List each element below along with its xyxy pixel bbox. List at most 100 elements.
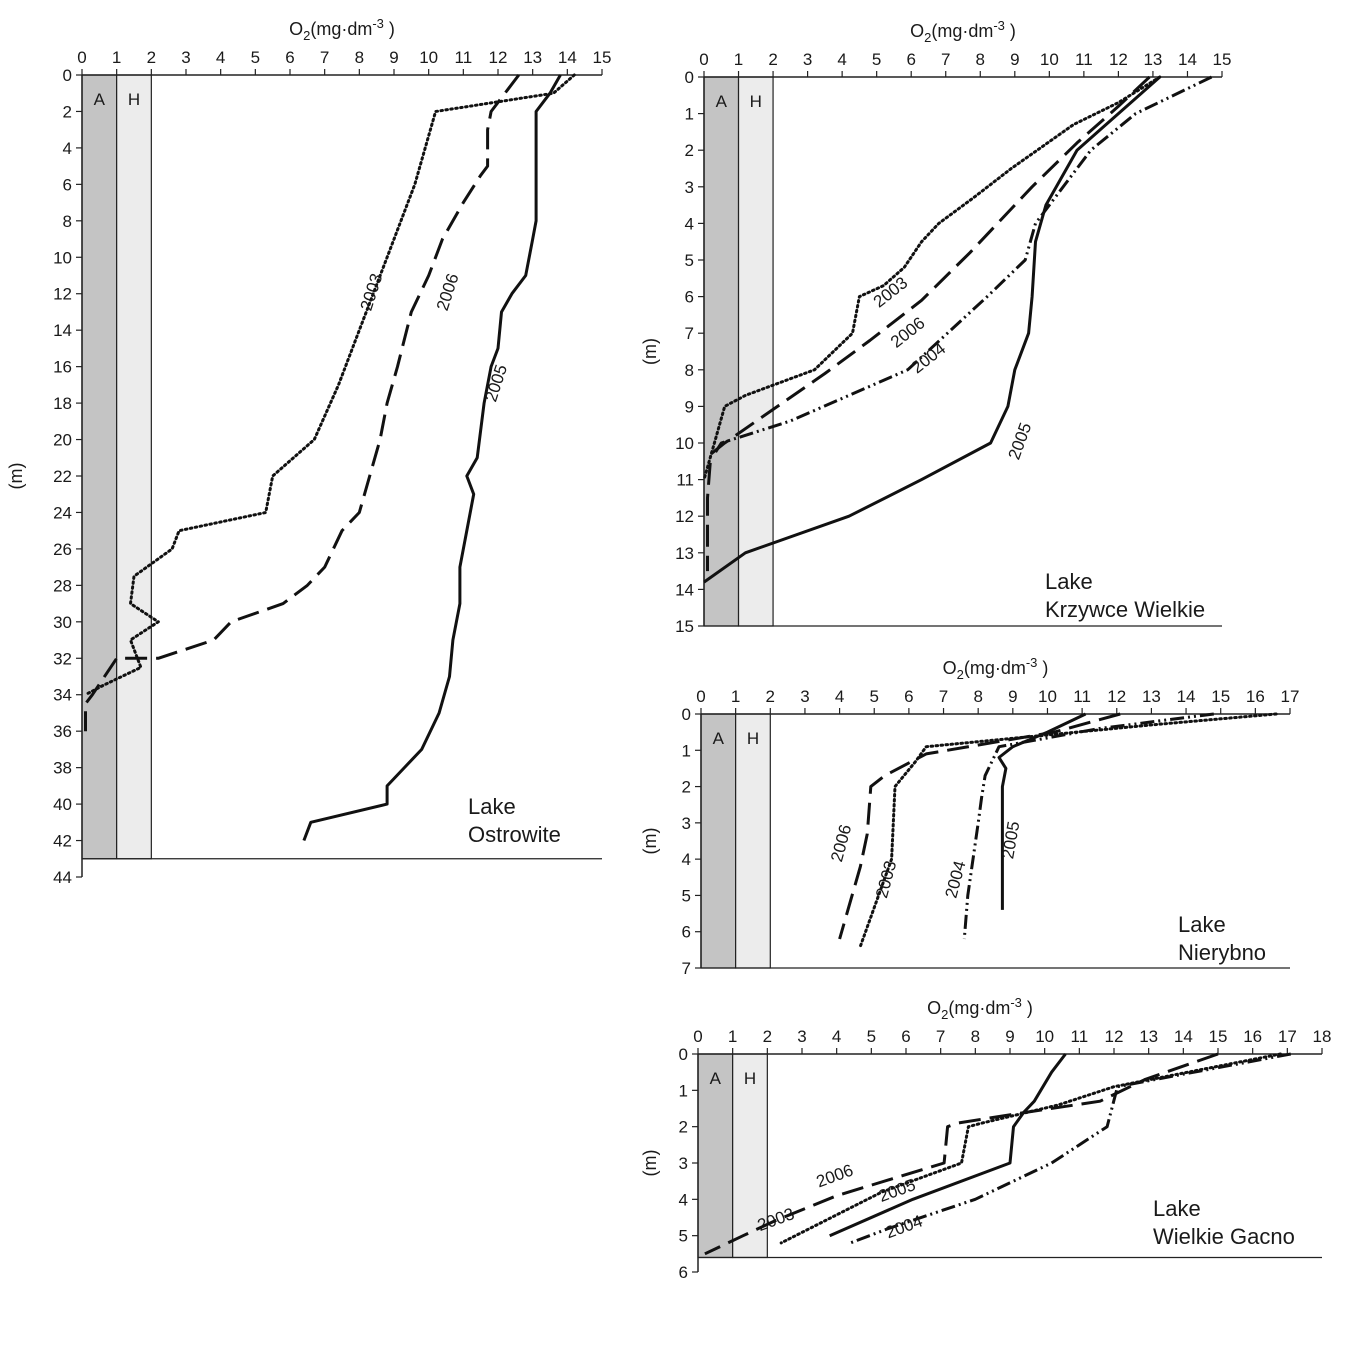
- zone-label-h: H: [747, 729, 759, 748]
- lake-title-line: Lake: [1178, 912, 1226, 937]
- x-tick-label: 5: [867, 1027, 876, 1046]
- x-tick-label: 9: [1005, 1027, 1014, 1046]
- x-tick-label: 0: [77, 48, 86, 67]
- x-tick-label: 3: [181, 48, 190, 67]
- x-tick-label: 2: [763, 1027, 772, 1046]
- series-label-2006: 2006: [814, 1161, 856, 1192]
- zone-h: [735, 713, 771, 969]
- x-tick-label: 15: [1211, 687, 1230, 706]
- y-tick-label: 4: [682, 850, 691, 869]
- series-2003: [702, 75, 1162, 482]
- zone-a: [81, 74, 118, 860]
- zone-label-h: H: [750, 92, 762, 111]
- x-tick-label: 11: [1073, 687, 1091, 706]
- x-tick-label: 14: [1178, 50, 1197, 69]
- y-axis-label: (m): [640, 338, 660, 365]
- y-axis-label: (m): [640, 828, 660, 855]
- y-tick-label: 7: [682, 959, 691, 978]
- x-tick-label: 12: [1105, 1027, 1124, 1046]
- x-tick-label: 5: [251, 48, 260, 67]
- x-tick-label: 2: [147, 48, 156, 67]
- x-tick-label: 1: [112, 48, 121, 67]
- series-label-2005: 2005: [1005, 420, 1036, 462]
- x-tick-label: 15: [1213, 50, 1232, 69]
- y-tick-label: 14: [53, 321, 72, 340]
- zone-a: [703, 76, 740, 627]
- y-tick-label: 30: [53, 613, 72, 632]
- y-tick-label: 5: [685, 251, 694, 270]
- y-tick-label: 3: [679, 1154, 688, 1173]
- x-tick-label: 6: [906, 50, 915, 69]
- x-tick-label: 3: [797, 1027, 806, 1046]
- y-tick-label: 13: [675, 544, 694, 563]
- lake-title-line: Krzywce Wielkie: [1045, 597, 1205, 622]
- y-tick-label: 1: [679, 1081, 688, 1100]
- series-label-2003: 2003: [872, 859, 900, 900]
- zone-h: [737, 76, 774, 627]
- x-tick-label: 4: [832, 1027, 841, 1046]
- x-tick-label: 2: [766, 687, 775, 706]
- y-axis-label: (m): [640, 1150, 660, 1177]
- lake-title-line: Ostrowite: [468, 822, 561, 847]
- y-tick-label: 0: [685, 68, 694, 87]
- x-tick-label: 16: [1243, 1027, 1262, 1046]
- x-tick-label: 11: [1071, 1027, 1089, 1046]
- x-tick-label: 12: [1109, 50, 1128, 69]
- x-tick-label: 12: [489, 48, 508, 67]
- x-tick-label: 17: [1278, 1027, 1297, 1046]
- series-2005: [703, 75, 1161, 584]
- x-tick-label: 10: [1038, 687, 1057, 706]
- y-tick-label: 2: [679, 1118, 688, 1137]
- x-tick-label: 11: [455, 48, 473, 67]
- x-tick-label: 0: [696, 687, 705, 706]
- lake-title-line: Wielkie Gacno: [1153, 1224, 1295, 1249]
- series-2005: [997, 712, 1087, 910]
- series-label-2004: 2004: [908, 339, 950, 377]
- zone-label-a: A: [710, 1069, 722, 1088]
- y-tick-label: 12: [53, 285, 72, 304]
- x-tick-label: 5: [870, 687, 879, 706]
- y-tick-label: 4: [679, 1190, 688, 1209]
- y-tick-label: 6: [682, 923, 691, 942]
- y-tick-label: 8: [685, 361, 694, 380]
- y-tick-label: 0: [679, 1045, 688, 1064]
- x-tick-label: 7: [941, 50, 950, 69]
- y-tick-label: 11: [676, 471, 694, 490]
- x-tick-label: 15: [593, 48, 612, 67]
- y-tick-label: 9: [685, 397, 694, 416]
- y-tick-label: 42: [53, 832, 72, 851]
- x-tick-label: 11: [1075, 50, 1093, 69]
- lake-title-line: Lake: [1153, 1196, 1201, 1221]
- x-tick-label: 14: [558, 48, 577, 67]
- y-tick-label: 24: [53, 503, 72, 522]
- x-tick-label: 14: [1174, 1027, 1193, 1046]
- y-tick-label: 2: [685, 141, 694, 160]
- y-tick-label: 4: [685, 214, 694, 233]
- series-2006: [706, 75, 1151, 572]
- y-tick-label: 3: [685, 178, 694, 197]
- zone-a: [700, 713, 737, 969]
- x-tick-label: 6: [904, 687, 913, 706]
- x-tick-label: 7: [320, 48, 329, 67]
- y-axis-label: (m): [6, 463, 26, 490]
- y-tick-label: 0: [682, 705, 691, 724]
- x-tick-label: 8: [973, 687, 982, 706]
- y-tick-label: 20: [53, 431, 72, 450]
- y-tick-label: 32: [53, 649, 72, 668]
- y-tick-label: 8: [63, 212, 72, 231]
- x-tick-label: 10: [1035, 1027, 1054, 1046]
- x-tick-label: 1: [728, 1027, 737, 1046]
- x-tick-label: 4: [216, 48, 225, 67]
- series-2003: [779, 1052, 1282, 1245]
- series-label-2003: 2003: [357, 271, 387, 313]
- y-tick-label: 26: [53, 540, 72, 559]
- x-tick-label: 7: [939, 687, 948, 706]
- y-tick-label: 14: [675, 580, 694, 599]
- y-tick-label: 28: [53, 576, 72, 595]
- x-tick-label: 7: [936, 1027, 945, 1046]
- x-tick-label: 16: [1246, 687, 1265, 706]
- series-label-2004: 2004: [941, 859, 969, 900]
- series-label-2006: 2006: [433, 271, 463, 313]
- zone-label-h: H: [128, 90, 140, 109]
